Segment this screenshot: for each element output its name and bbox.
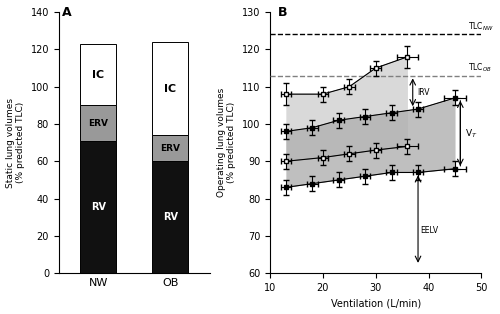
Text: ERV: ERV [88,119,108,127]
Text: EELV: EELV [420,226,439,235]
Text: A: A [62,6,72,19]
Text: IRV: IRV [417,88,430,97]
Bar [80,141,116,273]
Text: ERV: ERV [160,144,180,153]
Text: IC: IC [164,84,176,94]
Bar [80,44,116,105]
Text: TLC$_{OB}$: TLC$_{OB}$ [468,62,492,74]
Text: RV: RV [163,212,178,222]
Text: TLC$_{NW}$: TLC$_{NW}$ [468,21,494,33]
Y-axis label: Operating lung volumes
(% predicted TLC): Operating lung volumes (% predicted TLC) [217,88,236,197]
Bar [80,105,116,141]
X-axis label: Ventilation (L/min): Ventilation (L/min) [330,298,421,308]
Y-axis label: Static lung volumes
(% predicted TLC): Static lung volumes (% predicted TLC) [6,98,25,188]
Text: RV: RV [91,202,106,212]
Text: IC: IC [92,70,104,79]
Bar [152,135,188,161]
Text: V$_T$: V$_T$ [464,127,477,139]
Bar [152,161,188,273]
Bar [152,42,188,135]
Text: B: B [278,6,287,19]
